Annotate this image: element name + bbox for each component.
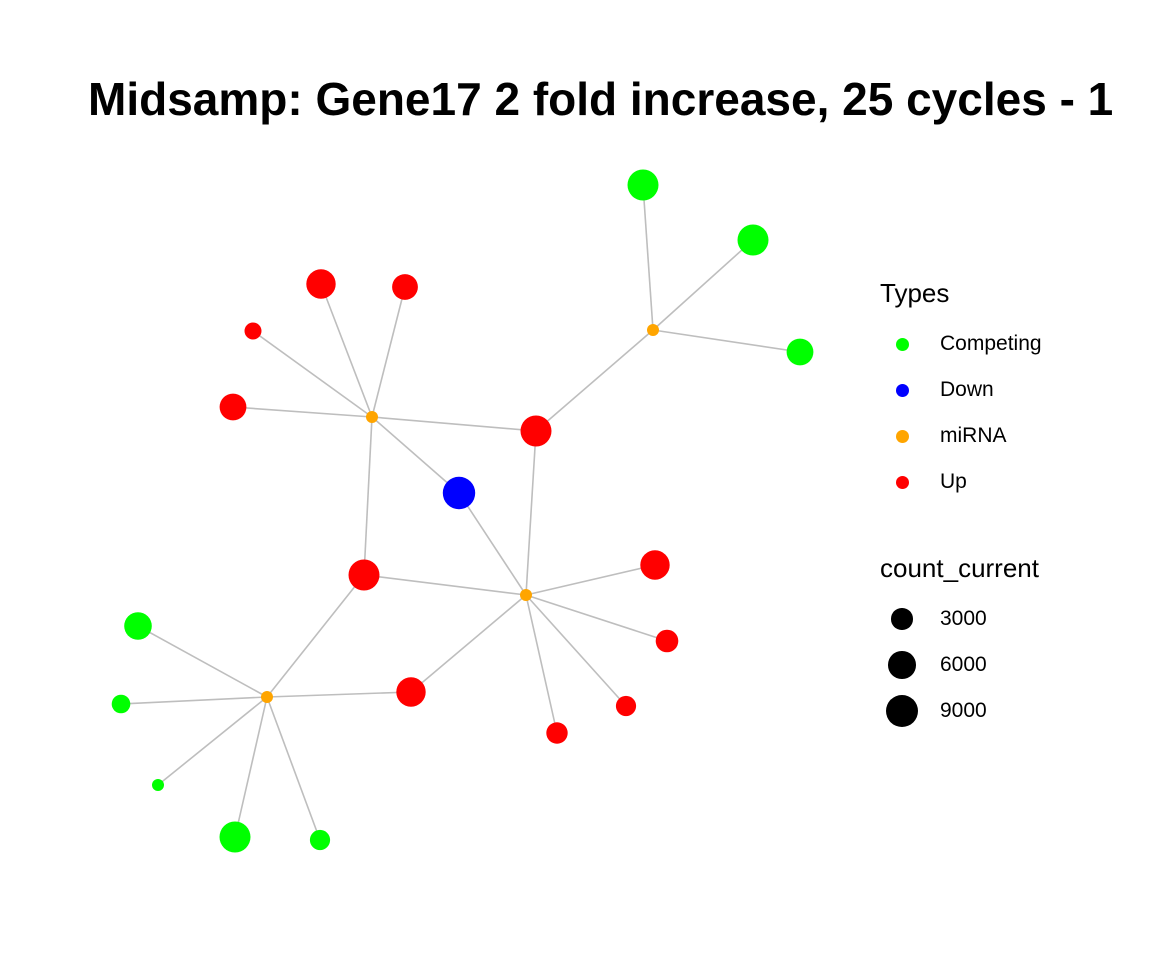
legend-type-item: Competing	[880, 321, 1140, 367]
node-competing-c5	[111, 694, 131, 714]
node-up-u8	[655, 629, 679, 653]
legend-type-key	[880, 429, 924, 443]
node-competing-c2	[737, 224, 769, 256]
legend-type-key	[880, 337, 924, 351]
edge-m2-c1	[642, 184, 654, 331]
node-mirna-m3	[520, 589, 532, 601]
edge-layer	[120, 184, 801, 841]
legend-types-list: Competing Down miRNA Up	[880, 321, 1140, 505]
legend-color-dot	[895, 383, 909, 397]
edge-m4-c6	[157, 696, 268, 786]
node-up-u5	[520, 415, 552, 447]
node-competing-c8	[309, 829, 331, 851]
legend-size-label: 6000	[940, 653, 987, 676]
legend-size-block: count_current 3000 6000 9000	[880, 553, 1140, 734]
legend-type-label: Down	[940, 378, 994, 401]
legend-type-item: Down	[880, 367, 1140, 413]
node-competing-c6	[152, 779, 164, 791]
legend: Types Competing Down miRNA Up count_current…	[880, 278, 1140, 734]
legend-size-dot	[888, 651, 916, 679]
edge-m4-c7	[234, 696, 268, 838]
edge-m3-u10	[525, 594, 558, 734]
edge-m4-u6	[266, 574, 365, 698]
node-competing-c7	[219, 821, 251, 853]
edge-m1-u3	[252, 330, 373, 418]
edge-m2-c2	[652, 239, 754, 331]
edge-m3-u11	[410, 594, 527, 693]
node-up-u1	[306, 269, 336, 299]
node-up-u11	[396, 677, 426, 707]
node-up-u6	[348, 559, 380, 591]
legend-size-label: 3000	[940, 607, 987, 630]
edge-m1-u2	[371, 286, 406, 418]
legend-color-dot	[895, 429, 909, 443]
node-competing-c1	[627, 169, 659, 201]
legend-size-dot	[891, 608, 913, 630]
node-up-u2	[392, 274, 418, 300]
node-mirna-m4	[261, 691, 273, 703]
legend-color-dot	[895, 475, 909, 489]
legend-size-key	[880, 608, 924, 630]
legend-size-dot	[885, 694, 919, 728]
edge-m1-u5	[371, 416, 537, 432]
legend-size-list: 3000 6000 9000	[880, 596, 1140, 734]
legend-size-key	[880, 694, 924, 728]
edge-m3-u6	[363, 574, 527, 596]
legend-size-item: 9000	[880, 688, 1140, 734]
edge-m3-u5	[525, 430, 537, 596]
node-up-u4	[219, 393, 247, 421]
node-competing-c4	[124, 612, 152, 640]
network-graph	[111, 169, 814, 853]
plot-title: Midsamp: Gene17 2 fold increase, 25 cycl…	[88, 73, 1114, 125]
edge-m2-c3	[652, 329, 801, 353]
edge-m4-c5	[120, 696, 268, 705]
edge-m4-c8	[266, 696, 321, 841]
legend-size-item: 3000	[880, 596, 1140, 642]
legend-size-title: count_current	[880, 553, 1039, 583]
legend-type-key	[880, 475, 924, 489]
legend-size-item: 6000	[880, 642, 1140, 688]
node-up-u10	[546, 722, 568, 744]
node-mirna-m1	[366, 411, 378, 423]
legend-type-label: Up	[940, 470, 967, 493]
node-up-u3	[244, 322, 262, 340]
legend-size-label: 9000	[940, 699, 987, 722]
edge-m3-u9	[525, 594, 627, 707]
node-up-u7	[640, 550, 670, 580]
legend-type-item: miRNA	[880, 413, 1140, 459]
edge-m4-c4	[137, 625, 268, 698]
edge-m4-u11	[266, 691, 412, 698]
node-up-u9	[615, 695, 637, 717]
edge-m1-u1	[320, 283, 373, 418]
legend-type-item: Up	[880, 459, 1140, 505]
edge-m3-u7	[525, 564, 656, 596]
edge-m1-u4	[232, 406, 373, 418]
legend-size-key	[880, 651, 924, 679]
legend-type-label: Competing	[940, 332, 1042, 355]
edge-m1-d1	[371, 416, 460, 494]
legend-types-title: Types	[880, 278, 950, 308]
node-layer	[111, 169, 814, 853]
legend-type-label: miRNA	[940, 424, 1007, 447]
legend-color-dot	[895, 337, 909, 351]
edge-m2-u5	[535, 329, 654, 432]
edge-m1-u6	[363, 416, 373, 576]
edge-m3-u8	[525, 594, 668, 642]
node-competing-c3	[786, 338, 814, 366]
node-down-d1	[442, 476, 476, 510]
node-mirna-m2	[647, 324, 659, 336]
legend-type-key	[880, 383, 924, 397]
edge-m3-d1	[458, 492, 527, 596]
